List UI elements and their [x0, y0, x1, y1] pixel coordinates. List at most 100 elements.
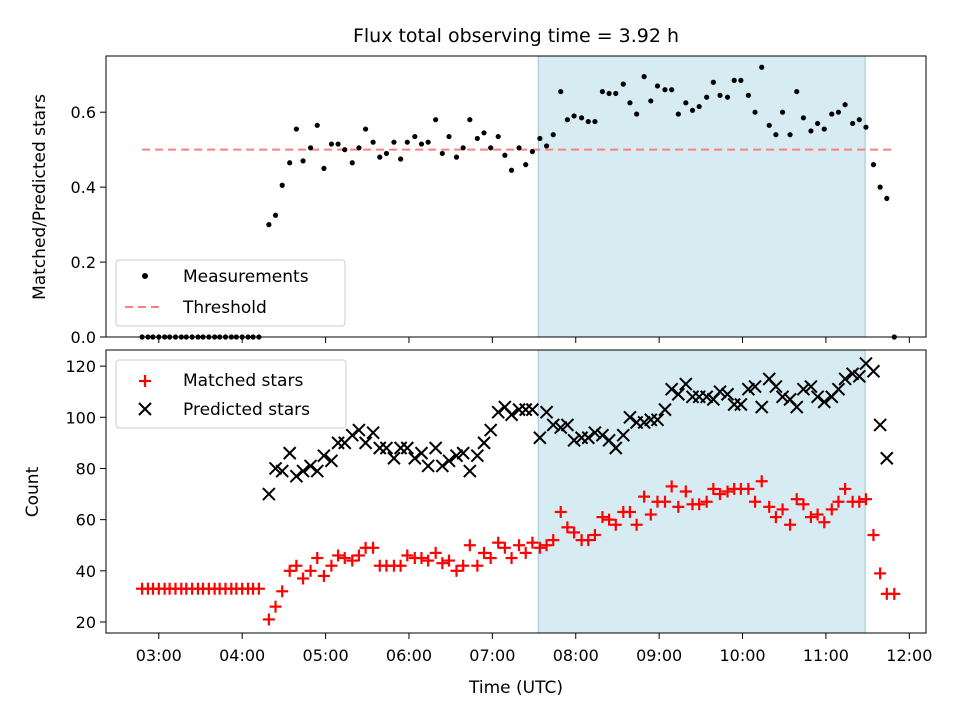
measurement-point	[398, 156, 404, 162]
matched-star-point	[304, 564, 317, 577]
bottom-legend: Matched stars Predicted stars	[115, 359, 347, 429]
matched-star-point	[338, 552, 351, 565]
matched-star-point	[415, 552, 428, 565]
top-legend: Measurements Threshold	[115, 259, 346, 327]
matched-star-point	[442, 554, 455, 567]
predicted-star-point	[296, 464, 310, 478]
predicted-star-point	[567, 433, 581, 448]
bottom-y-tick-label: 120	[65, 357, 96, 376]
measurement-point	[856, 117, 862, 123]
measurement-point	[704, 94, 710, 100]
measurement-point	[829, 111, 835, 117]
measurement-point	[613, 90, 619, 97]
predicted-star-point	[331, 436, 345, 450]
predicted-star-point	[456, 446, 470, 460]
matched-star-point	[471, 559, 484, 572]
matched-star-point	[526, 536, 539, 549]
predicted-star-point	[866, 364, 881, 378]
measurement-point	[724, 94, 731, 100]
matched-star-point	[867, 528, 880, 541]
predicted-star-point	[810, 390, 825, 404]
predicted-star-point	[289, 469, 304, 483]
bottom-shaded-region	[537, 349, 866, 634]
matched-star-point	[561, 521, 574, 534]
matched-star-point	[394, 559, 407, 572]
predicted-star-point	[379, 441, 394, 455]
matched-star-point	[276, 585, 289, 598]
bottom-x-ticks: 03:00 04:00 05:00 06:00 07:00 08:00 09:00 10:00…	[136, 633, 932, 665]
matched-star-point	[582, 534, 595, 547]
predicted-star-point	[804, 379, 818, 394]
predicted-star-point	[275, 464, 289, 478]
measurement-point	[412, 133, 418, 140]
matched-star-point	[317, 569, 330, 582]
measurement-point	[669, 87, 675, 93]
measurement-point	[794, 88, 800, 95]
predicted-star-point	[373, 441, 387, 455]
predicted-star-point	[581, 431, 595, 445]
legend-predicted-label: Predicted stars	[183, 400, 310, 420]
legend-matched-label: Matched stars	[183, 371, 303, 391]
measurement-point	[808, 128, 814, 134]
matched-star-point	[484, 552, 497, 565]
predicted-star-point	[720, 387, 735, 401]
measurement-point	[377, 154, 383, 160]
predicted-star-point	[358, 436, 373, 450]
matched-star-point	[311, 552, 324, 565]
bottom-panel: 20 40 60 80 100 120 03:00 04:00 05:00 06:00 07:00…	[23, 349, 932, 698]
measurement-point	[404, 139, 410, 145]
matched-star-point	[797, 498, 810, 511]
matched-star-point	[436, 557, 449, 570]
matched-star-point	[283, 564, 296, 577]
bottom-y-tick-label: 40	[76, 562, 96, 581]
measurement-point	[675, 111, 681, 117]
matched-star-point	[533, 541, 546, 554]
measurement-point	[433, 117, 439, 123]
measurement-point	[446, 133, 452, 140]
predicted-star-point	[609, 441, 623, 455]
matched-star-point	[609, 518, 622, 531]
matched-star-point	[603, 513, 616, 526]
matched-star-point	[644, 508, 657, 521]
measurement-point	[481, 130, 487, 136]
bottom-x-tick-label: 03:00	[136, 646, 182, 665]
measurement-point	[439, 150, 445, 157]
measurement-point	[502, 152, 508, 158]
predicted-star-point	[713, 385, 727, 399]
legend-predicted-marker	[138, 402, 152, 416]
matched-star-point	[519, 546, 532, 559]
predicted-star-point	[428, 441, 443, 455]
measurement-point	[696, 103, 702, 110]
predicted-star-point	[852, 369, 866, 384]
measurement-point	[516, 145, 522, 151]
matched-star-point	[290, 559, 303, 572]
matched-star-point	[505, 552, 518, 565]
measurement-point	[537, 135, 543, 142]
measurement-point	[321, 165, 327, 171]
measurement-point	[731, 77, 737, 83]
measurement-point	[558, 88, 564, 95]
matched-star-point	[700, 495, 713, 508]
matched-star-point	[269, 600, 282, 613]
matched-star-point	[693, 498, 706, 511]
matched-star-point	[818, 516, 831, 529]
measurement-point	[425, 139, 431, 145]
measurement-point	[592, 118, 598, 125]
top-plot-frame	[105, 55, 927, 338]
matched-star-point	[568, 526, 581, 539]
measurement-point	[488, 145, 494, 151]
measurement-point	[779, 109, 786, 115]
matched-star-point	[429, 546, 442, 559]
predicted-star-point	[560, 418, 575, 432]
predicted-star-point	[623, 410, 637, 425]
matched-star-point	[422, 554, 435, 567]
measurement-point	[543, 143, 550, 149]
predicted-star-point	[262, 487, 276, 501]
measurement-point	[634, 111, 640, 117]
measurement-point	[710, 79, 716, 85]
measurement-point	[884, 195, 890, 201]
matched-star-point	[721, 485, 734, 498]
measurement-point	[641, 74, 647, 80]
predicted-star-point	[491, 405, 505, 419]
measurement-point	[689, 107, 696, 113]
